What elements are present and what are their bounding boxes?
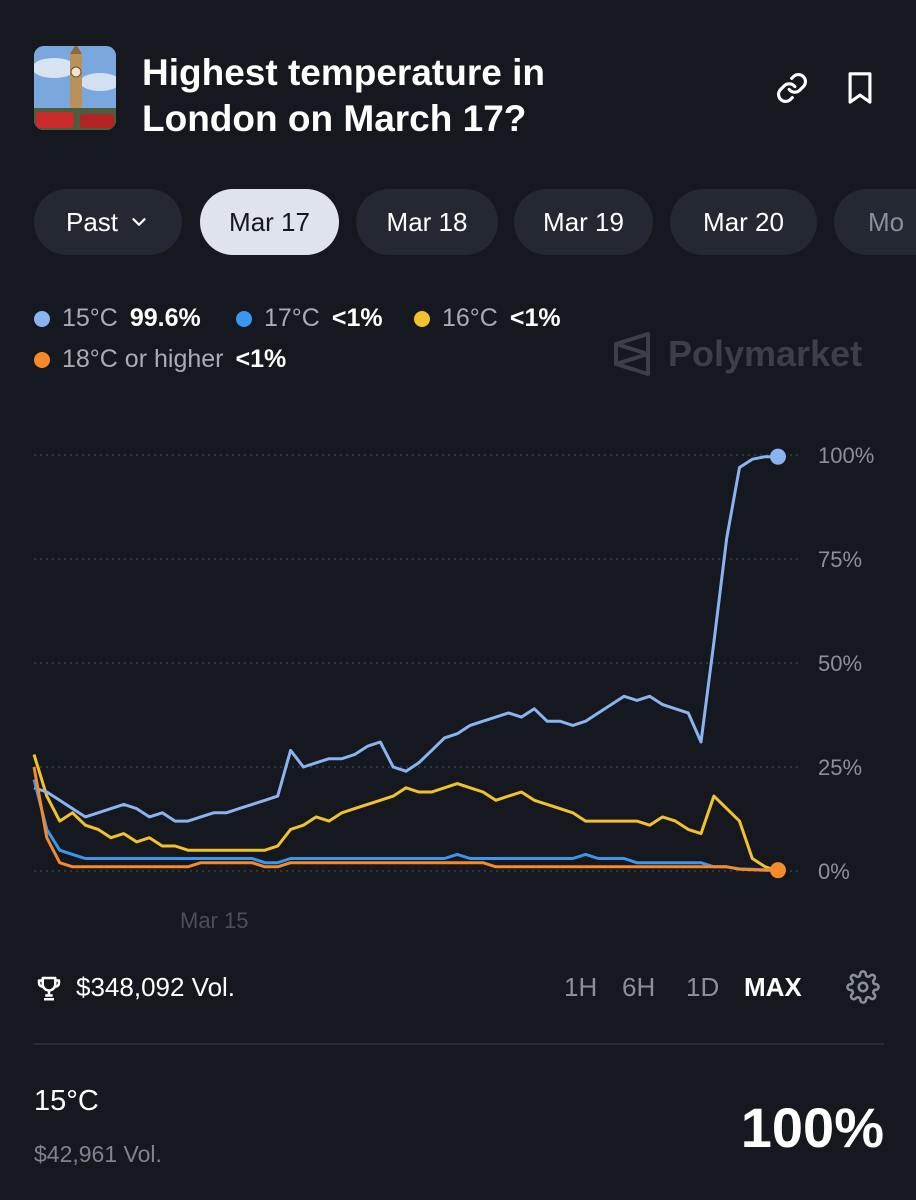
chevron-down-icon <box>132 218 146 226</box>
legend-value: 99.6% <box>129 304 201 332</box>
y-tick-label: 75% <box>818 547 862 572</box>
tab-mar-17[interactable]: Mar 17 <box>200 189 339 255</box>
legend-dot <box>34 351 50 368</box>
tab-mar-20[interactable]: Mar 20 <box>670 189 817 255</box>
legend-item-16c: 16°C <1% <box>414 304 561 333</box>
y-tick-label: 100% <box>818 443 874 468</box>
range-1h[interactable]: 1H <box>564 972 598 1002</box>
legend-label: 16°C <box>442 304 498 332</box>
trophy-icon <box>37 976 61 1000</box>
legend-item-17c: 17°C <1% <box>236 304 383 333</box>
volume-stat: $348,092 Vol. <box>34 972 235 1003</box>
series-endpoint-dot <box>770 862 786 879</box>
divider <box>34 1043 884 1045</box>
y-tick-label: 50% <box>818 651 862 676</box>
polymarket-logo-icon <box>614 332 650 376</box>
series-line-18-c-or-higher <box>32 766 778 872</box>
legend-dot <box>236 310 252 327</box>
x-tick-label: Mar 15 <box>180 908 248 933</box>
bookmark-icon[interactable] <box>840 68 880 108</box>
polymarket-watermark: Polymarket <box>610 330 862 378</box>
legend-item-15c: 15°C 99.6% <box>34 304 201 333</box>
legend-label: 15°C <box>62 304 118 332</box>
watermark-text: Polymarket <box>668 333 863 374</box>
legend-value: <1% <box>331 304 383 332</box>
legend-dot <box>34 310 50 327</box>
range-max[interactable]: MAX <box>744 972 802 1002</box>
legend-value: <1% <box>235 345 287 373</box>
market-header: Highest temperature in London on March 1… <box>34 46 884 146</box>
market-title: Highest temperature in London on March 1… <box>142 52 545 139</box>
legend-item-18c-or-higher: 18°C or higher <1% <box>34 345 286 374</box>
range-1d[interactable]: 1D <box>686 972 720 1002</box>
tab-more-dates[interactable]: Mo <box>834 189 916 255</box>
tab-past-label: Past <box>65 206 119 237</box>
tab-mar-18[interactable]: Mar 18 <box>356 189 498 255</box>
series-line-17-c <box>32 779 778 872</box>
gear-icon[interactable] <box>846 970 880 1009</box>
legend-dot <box>414 310 430 327</box>
series-endpoint-dot <box>770 448 786 465</box>
y-tick-label: 0% <box>818 859 850 884</box>
tab-mar-19[interactable]: Mar 19 <box>514 189 653 255</box>
link-icon[interactable] <box>772 68 812 108</box>
legend-label: 18°C or higher <box>62 345 224 373</box>
outcome-name: 15°C <box>34 1085 99 1117</box>
legend-label: 17°C <box>264 304 320 332</box>
tab-past[interactable]: Past <box>34 189 182 255</box>
y-tick-label: 25% <box>818 755 862 780</box>
outcome-row-15c[interactable]: 15°C $42,961 Vol. 100% <box>34 1085 884 1185</box>
range-6h[interactable]: 6H <box>622 972 656 1002</box>
legend-value: <1% <box>509 304 561 332</box>
total-volume: $348,092 Vol. <box>76 972 236 1002</box>
outcome-probability: 100% <box>740 1096 884 1159</box>
series-line-15-c <box>33 455 778 823</box>
big-ben-thumbnail <box>34 46 116 130</box>
series-line-16-c <box>32 754 779 873</box>
price-history-chart[interactable]: 100% 75% 50% 25% 0% Mar 15 <box>0 420 916 940</box>
stats-row: $348,092 Vol. 1H 6H 1D MAX <box>34 966 884 1012</box>
outcome-volume: $42,961 Vol. <box>34 1141 162 1167</box>
date-tabs: Past Mar 17 Mar 18 Mar 19 Mar 20 Mo <box>34 189 916 255</box>
